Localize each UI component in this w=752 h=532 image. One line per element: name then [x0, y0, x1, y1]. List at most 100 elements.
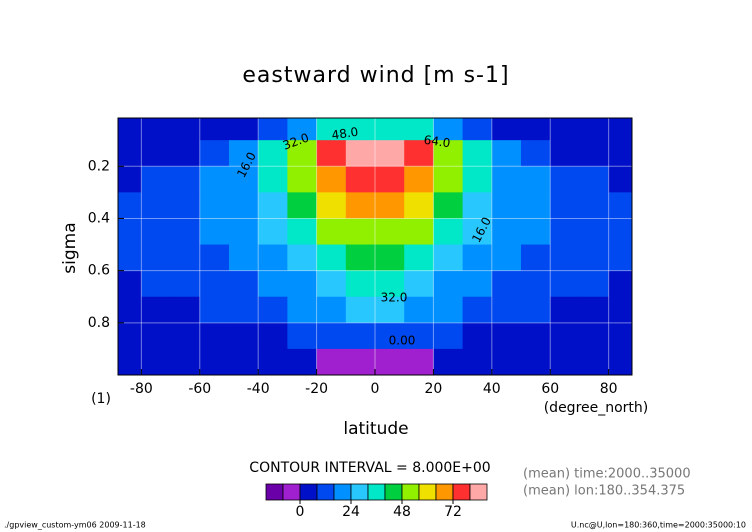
contour-cell	[608, 118, 632, 141]
annotation: (mean) lon:180..354.375	[523, 484, 685, 499]
x-tick-label: 80	[600, 381, 618, 397]
contour-cell	[170, 166, 201, 193]
contour-cell	[404, 244, 434, 272]
contour-cell	[608, 270, 632, 298]
contour-cell	[228, 140, 259, 167]
x-tick-label: 20	[424, 381, 442, 397]
contour-cell	[433, 192, 464, 219]
contour-cell	[375, 192, 405, 219]
contour-cell	[141, 322, 172, 350]
x-axis-unit: (degree_north)	[544, 400, 649, 416]
contour-cell	[316, 296, 347, 324]
contour-cell	[199, 166, 230, 193]
contour-cell	[316, 348, 347, 375]
contour-cell	[608, 296, 632, 324]
contour-cell	[199, 118, 230, 141]
contour-cell	[258, 296, 288, 324]
y-tick-label: 0.2	[88, 158, 110, 174]
contour-cell	[608, 322, 632, 350]
x-tick-label: 60	[541, 381, 559, 397]
y-axis-unit: (1)	[91, 391, 111, 407]
contour-cell	[521, 348, 551, 375]
contour-cell	[170, 140, 201, 167]
contour-cell	[521, 192, 551, 219]
contour-cell	[433, 322, 464, 350]
contour-cell	[462, 140, 493, 167]
contour-cell	[550, 270, 580, 298]
contour-cell	[579, 140, 610, 167]
contour-cell	[118, 192, 142, 219]
x-tick-label: -40	[247, 381, 270, 397]
y-tick-label: 0.8	[88, 315, 110, 331]
colorbar-box	[367, 483, 386, 501]
x-tick-label: -80	[130, 381, 153, 397]
contour-cell	[375, 118, 405, 141]
colorbar-box	[384, 483, 403, 501]
contour-cell	[118, 270, 142, 298]
contour-cell	[375, 166, 405, 193]
colorbar-box	[333, 483, 352, 501]
y-tick-label: 0.4	[88, 210, 110, 226]
contour-cell	[550, 218, 580, 246]
contour-cell	[345, 166, 376, 193]
contour-cell	[141, 270, 172, 298]
contour-cell	[345, 140, 376, 167]
contour-cell	[462, 166, 493, 193]
contour-cell	[316, 140, 347, 167]
contour-cell	[491, 348, 522, 375]
overlay	[118, 118, 632, 375]
contour-cell	[550, 322, 580, 350]
contour-cell	[521, 322, 551, 350]
contour-cell	[118, 166, 142, 193]
colorbar-box	[299, 483, 318, 501]
x-tick-label: -20	[305, 381, 328, 397]
contour-cell	[258, 140, 288, 167]
contour-cell	[258, 348, 288, 375]
colorbar-box	[435, 483, 454, 501]
contour-cell	[433, 296, 464, 324]
contour-cell	[228, 270, 259, 298]
chart-title: eastward wind [m s-1]	[242, 63, 509, 88]
colorbar-box	[452, 483, 471, 501]
colorbar-box	[401, 483, 420, 501]
contour-cell	[579, 322, 610, 350]
contour-cell	[316, 270, 347, 298]
contour-cell	[608, 244, 632, 272]
colorbar-box	[282, 483, 301, 501]
contour-cell	[579, 218, 610, 246]
colorbar-tick-label: 24	[342, 504, 360, 520]
contour-cell	[375, 270, 405, 298]
contour-cell	[404, 118, 434, 141]
contour-cell	[118, 244, 142, 272]
contour-cell	[141, 192, 172, 219]
contour-cell	[433, 244, 464, 272]
contour-cell	[345, 244, 376, 272]
contour-cell	[579, 192, 610, 219]
contour-cell	[462, 244, 493, 272]
contour-cell	[316, 192, 347, 219]
contour-cell	[579, 166, 610, 193]
contour-cell	[404, 348, 434, 375]
contour-cell	[375, 244, 405, 272]
contour-cell	[258, 118, 288, 141]
contour-cell	[228, 118, 259, 141]
contour-cell	[199, 296, 230, 324]
contour-cell	[287, 244, 318, 272]
contour-cell	[404, 296, 434, 324]
contour-cell	[287, 118, 318, 141]
contour-cell	[141, 166, 172, 193]
contour-cell	[579, 348, 610, 375]
contour-cell	[491, 218, 522, 246]
contour-cell	[433, 348, 464, 375]
contour-cell	[550, 166, 580, 193]
contour-cell	[199, 218, 230, 246]
colorbar-box	[316, 483, 335, 501]
contour-cell	[462, 348, 493, 375]
colorbar-box	[265, 483, 284, 501]
contour-cell	[199, 270, 230, 298]
contour-cell	[118, 296, 142, 324]
contour-cell	[491, 140, 522, 167]
footer: U.nc@U,lon=180:360,time=2000:35000:10	[571, 521, 746, 530]
annotation: (mean) time:2000..35000	[523, 467, 691, 482]
contour-cell	[199, 192, 230, 219]
